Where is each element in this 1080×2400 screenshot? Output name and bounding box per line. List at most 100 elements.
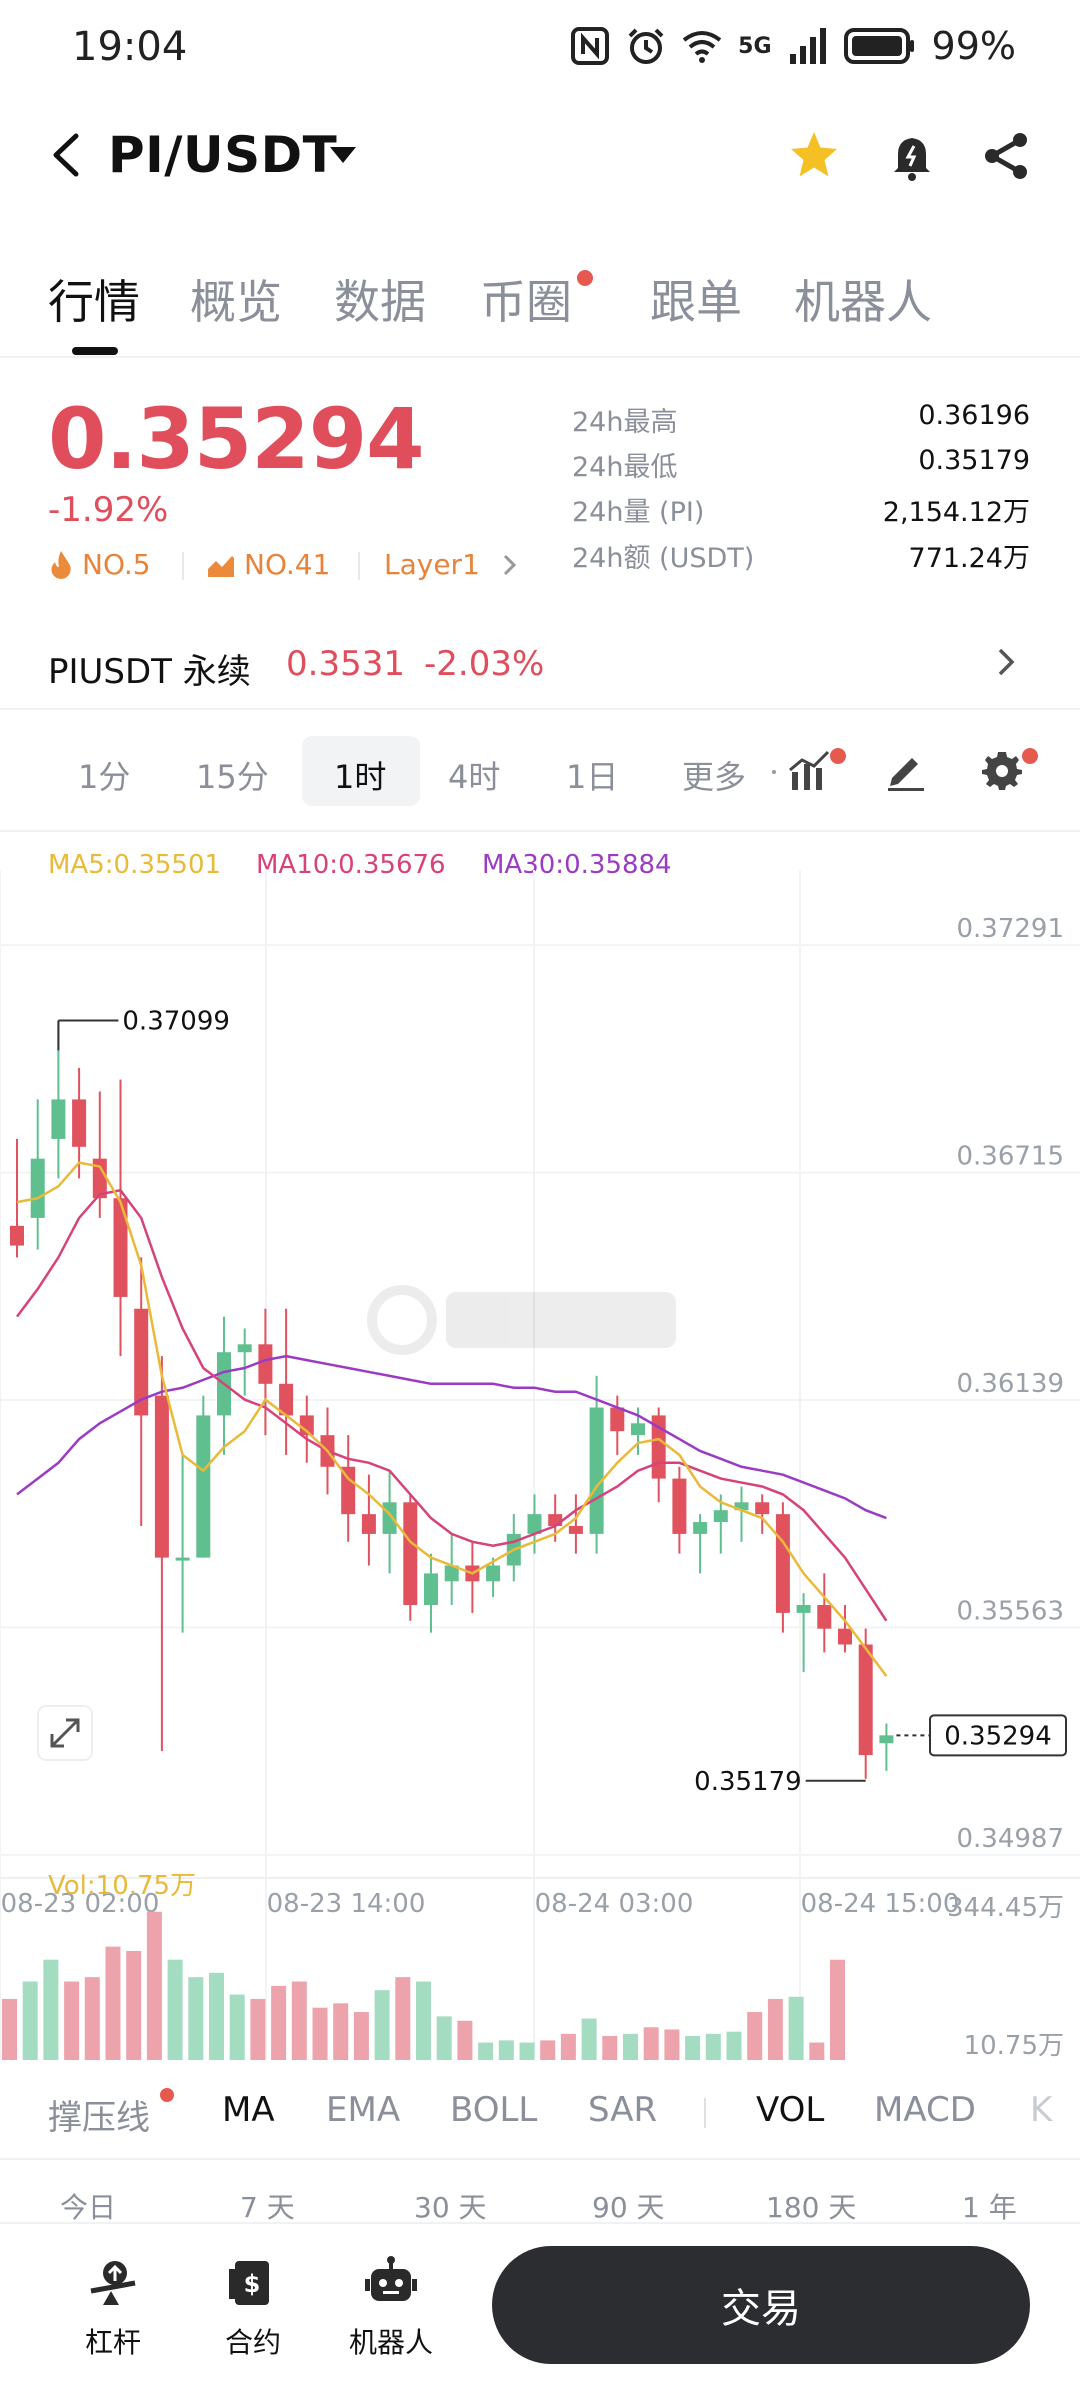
leverage-icon [90,2261,136,2305]
indicator-macd[interactable]: MACD [874,2090,976,2130]
tab-overview[interactable]: 概览 [190,275,282,329]
pair-title[interactable]: PI/USDT [108,126,338,184]
hot-rank: NO.5 [82,548,151,581]
indicator-vol[interactable]: VOL [756,2090,825,2130]
volume-bar [809,2042,825,2060]
perpetual-name: PIUSDT 永续 [48,652,251,692]
volume-bar [416,1981,431,2060]
nav-leverage[interactable]: 杠杆 [58,2255,168,2361]
price-chart[interactable]: 0.37291 0.36715 0.36139 0.35563 0.34987 08-2… [0,830,1080,2060]
last-price-label: 0.35294 [944,1721,1052,1751]
trade-button[interactable]: 交易 [492,2246,1030,2364]
community-notification-dot [577,270,593,286]
indicator-support-resistance[interactable]: 撑压线 [48,2098,150,2138]
alert-bell-icon[interactable] [884,128,940,184]
status-bar: 19:04 5G 99% [0,0,1080,100]
candle-body [775,1514,790,1613]
volume-bar [250,1998,266,2060]
volume-bar [22,1981,38,2060]
candle-body [258,1344,273,1384]
indicator-chart-icon[interactable] [788,748,838,792]
trend-chart-icon [208,555,234,577]
indicator-ema[interactable]: EMA [326,2090,401,2130]
rank-divider [358,552,360,580]
candle-body [631,1423,645,1436]
moving-average-lines [15,1161,888,1677]
range-90d[interactable]: 90 天 [592,2191,665,2224]
volume-bar [229,1994,245,2060]
candle-body [341,1466,356,1515]
stat-label-volume: 24h量 (PI) [572,497,705,528]
stat-value-turnover: 771.24万 [908,543,1030,574]
range-30d[interactable]: 30 天 [414,2191,487,2224]
candle-body [92,1158,107,1199]
interval-1d[interactable]: 1日 [566,758,619,796]
gainers-rank-badge[interactable]: NO.41 [206,548,330,581]
x-axis-ticks: 08-23 02:00 08-23 14:00 08-24 03:00 08-24 1… [1,1889,960,1919]
perpetual-price: 0.3531 [286,644,405,684]
volume-bar [333,2003,349,2060]
y-axis-ticks: 0.37291 0.36715 0.36139 0.35563 0.34987 [956,914,1064,1854]
y-tick-label: 0.35563 [956,1597,1064,1627]
tab-community[interactable]: 币圈 [480,275,572,329]
nav-contract[interactable]: $ 合约 [198,2255,308,2361]
x-tick-label: 08-23 02:00 [1,1889,160,1919]
star-icon[interactable] [786,128,842,184]
tab-data[interactable]: 数据 [334,275,426,329]
share-icon[interactable] [978,128,1034,184]
sector-tag[interactable]: Layer1 [384,548,520,581]
tab-bots[interactable]: 机器人 [794,275,932,329]
indicator-sar[interactable]: SAR [588,2090,658,2130]
battery-icon [843,28,914,64]
nav-contract-label: 合约 [224,2326,281,2359]
range-7d[interactable]: 7 天 [240,2191,295,2224]
volume-bar [540,2040,556,2060]
volume-bar [374,1990,390,2060]
tab-market[interactable]: 行情 [48,275,140,329]
draw-pen-icon[interactable] [884,748,928,792]
interval-15m[interactable]: 15分 [196,758,269,796]
back-icon[interactable] [44,130,88,180]
interval-4h[interactable]: 4时 [448,758,501,796]
indicator-ma[interactable]: MA [222,2090,275,2130]
candle-body [361,1514,376,1534]
section-divider [0,2222,1080,2224]
perpetual-change: -2.03% [424,644,545,684]
candle-body [796,1604,811,1613]
volume-bar [519,2042,535,2060]
contract-icon: $ [229,2261,269,2305]
chevron-right-icon [503,554,517,575]
volume-bar [312,2007,328,2060]
hot-rank-badge[interactable]: NO.5 [48,548,151,581]
alarm-icon [628,28,664,64]
range-today[interactable]: 今日 [60,2191,117,2224]
interval-1m[interactable]: 1分 [78,758,131,796]
interval-1h[interactable]: 1时 [334,758,387,796]
range-180d[interactable]: 180 天 [766,2191,857,2224]
chevron-down-icon[interactable] [330,147,356,163]
chevron-right-icon[interactable] [994,644,1020,680]
tab-copy-trading[interactable]: 跟单 [650,275,742,329]
candle-body [424,1573,438,1605]
ma10-line [15,1188,888,1622]
candle-body [134,1308,149,1416]
candle-body [486,1565,501,1582]
interval-more[interactable]: 更多 [682,758,747,796]
nav-robot-label: 机器人 [348,2326,433,2359]
volume-bar [726,2031,742,2060]
sector-label: Layer1 [384,548,480,581]
candle-body [713,1510,728,1523]
volume-bar [830,1959,845,2060]
nav-leverage-label: 杠杆 [84,2326,141,2359]
volume-bar [271,1985,287,2060]
volume-bar [478,2042,494,2060]
battery-level: 99% [931,24,1016,68]
settings-gear-icon[interactable] [980,748,1024,792]
stat-label-turnover: 24h额 (USDT) [572,543,755,574]
rank-divider [182,552,184,580]
candle-body [838,1628,852,1645]
indicator-kdj[interactable]: K [1030,2090,1053,2130]
range-1y[interactable]: 1 年 [962,2191,1017,2224]
nav-robot[interactable]: 机器人 [336,2255,446,2361]
indicator-boll[interactable]: BOLL [450,2090,538,2130]
